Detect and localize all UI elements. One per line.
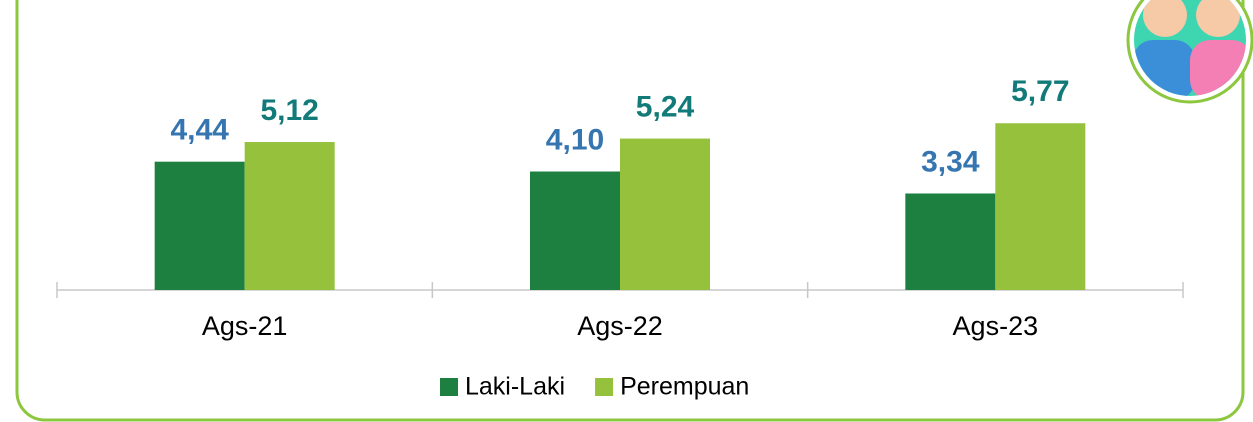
legend-swatch: [595, 378, 613, 396]
data-label: 5,24: [636, 90, 695, 123]
x-tick-label: Ags-21: [202, 311, 288, 341]
bar: [530, 172, 620, 290]
data-label: 3,34: [921, 145, 980, 178]
page: Ags-21 4,44 5,12 Ags-22 4,10 5,24 Ags-23 3,34 5,…: [0, 0, 1253, 422]
legend-label: Laki-Laki: [465, 373, 565, 401]
chart: Ags-21 4,44 5,12 Ags-22 4,10 5,24 Ags-23 3,34 5,…: [0, 0, 1253, 422]
bar: [245, 142, 335, 290]
data-label: 4,44: [170, 114, 229, 147]
data-label: 5,77: [1011, 75, 1069, 108]
bar: [620, 139, 710, 290]
bar: [995, 123, 1085, 290]
data-label: 4,10: [546, 123, 604, 156]
data-label: 5,12: [260, 94, 318, 127]
x-tick-label: Ags-22: [577, 311, 663, 341]
bar: [905, 193, 995, 290]
people-icon: [1128, 0, 1252, 102]
x-tick-label: Ags-23: [953, 311, 1039, 341]
bar: [155, 162, 245, 290]
legend-label: Perempuan: [620, 373, 749, 401]
legend-swatch: [440, 378, 458, 396]
